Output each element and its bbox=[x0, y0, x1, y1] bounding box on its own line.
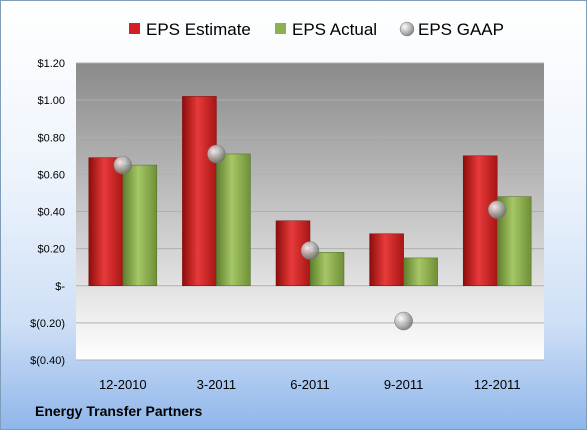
legend-actual-label: EPS Actual bbox=[292, 20, 377, 39]
bars bbox=[88, 96, 532, 286]
legend-gaap-label: EPS GAAP bbox=[418, 20, 504, 39]
actual-bar bbox=[309, 252, 345, 286]
legend-estimate-label: EPS Estimate bbox=[146, 20, 251, 39]
legend-actual-swatch bbox=[275, 23, 286, 34]
y-tick-label: $0.80 bbox=[37, 132, 65, 144]
gaap-point bbox=[487, 200, 507, 219]
x-tick-label: 12-2011 bbox=[474, 377, 521, 392]
gaap-point bbox=[300, 241, 320, 260]
estimate-bar bbox=[275, 220, 311, 286]
y-tick-label: $(0.40) bbox=[30, 355, 65, 367]
legend-estimate-swatch bbox=[129, 23, 140, 34]
y-tick-label: $0.40 bbox=[37, 207, 65, 219]
y-tick-label: $1.20 bbox=[37, 58, 65, 70]
estimate-bar bbox=[369, 233, 404, 286]
gaap-point bbox=[394, 311, 413, 331]
x-tick-label: 12-2010 bbox=[99, 377, 147, 392]
estimate-bar bbox=[88, 157, 124, 286]
y-axis-labels: $1.20 $1.00 $0.80 $0.60 $0.40 $0.20 $- $(0.20) $… bbox=[30, 58, 65, 367]
y-tick-label: $- bbox=[55, 281, 65, 293]
actual-bar bbox=[216, 153, 251, 286]
gaap-points bbox=[113, 144, 507, 331]
actual-bar bbox=[403, 257, 438, 286]
x-tick-label: 6-2011 bbox=[290, 377, 330, 392]
legend: EPS Estimate EPS Actual EPS GAAP bbox=[129, 20, 504, 39]
company-name: Energy Transfer Partners bbox=[35, 403, 203, 419]
estimate-bar bbox=[182, 96, 217, 286]
y-tick-label: $(0.20) bbox=[30, 318, 65, 330]
x-tick-label: 9-2011 bbox=[384, 377, 424, 392]
gaap-point bbox=[113, 155, 133, 175]
estimate-bar bbox=[462, 155, 498, 286]
y-tick-label: $0.60 bbox=[37, 169, 65, 181]
x-axis-labels: 12-2010 3-2011 6-2011 9-2011 12-2011 bbox=[99, 377, 521, 392]
y-tick-label: $1.00 bbox=[37, 95, 65, 107]
x-tick-label: 3-2011 bbox=[197, 377, 237, 392]
legend-gaap-swatch bbox=[399, 21, 415, 37]
y-tick-label: $0.20 bbox=[37, 244, 65, 256]
actual-bar bbox=[122, 164, 158, 286]
gaap-point bbox=[207, 144, 226, 164]
